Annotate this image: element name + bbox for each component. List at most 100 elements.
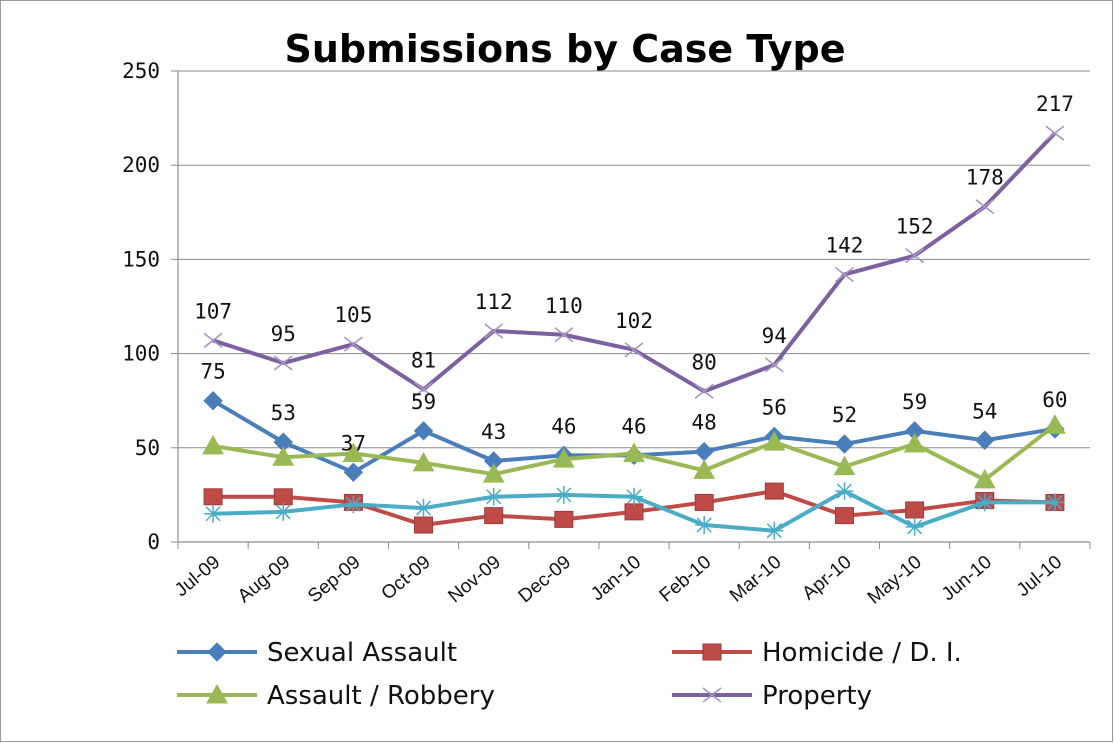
data-label: 152 — [896, 215, 934, 239]
data-point — [272, 446, 295, 466]
data-point — [484, 323, 504, 339]
data-label: 46 — [551, 414, 576, 438]
x-tick-label: Jun-10 — [938, 552, 996, 605]
legend-item: Assault / Robbery — [177, 681, 495, 711]
data-point — [1044, 414, 1066, 434]
data-label: 107 — [194, 299, 232, 323]
data-point — [624, 503, 644, 521]
series-property — [203, 125, 1065, 399]
data-point — [273, 488, 293, 506]
legend-label: Sexual Assault — [267, 638, 457, 668]
legend-label: Property — [762, 681, 872, 711]
x-tick-label: Mar-10 — [726, 552, 786, 607]
data-label: 37 — [341, 431, 366, 455]
x-tick-label: Sep-09 — [304, 552, 364, 607]
data-point — [833, 455, 856, 476]
series-group — [202, 125, 1066, 540]
data-point — [484, 487, 503, 506]
data-label: 53 — [271, 401, 296, 425]
x-tick-label: Apr-10 — [798, 552, 855, 605]
data-label: 46 — [621, 414, 646, 438]
data-point — [975, 493, 994, 512]
data-point — [693, 459, 716, 479]
data-point — [482, 463, 505, 483]
y-tick-label: 0 — [147, 530, 160, 554]
gridlines — [178, 70, 1090, 449]
data-point — [554, 510, 574, 528]
data-point — [835, 482, 854, 501]
data-point — [414, 499, 433, 518]
data-point — [274, 502, 293, 521]
data-label: 43 — [481, 420, 506, 444]
legend-item: Sexual Assault — [177, 638, 457, 668]
data-label: 81 — [411, 348, 436, 372]
data-point — [554, 327, 574, 343]
data-point — [765, 521, 784, 540]
y-axis-ticks: 0 50 100 150 200 250 — [122, 59, 160, 554]
x-tick-label: Oct-09 — [378, 552, 435, 605]
data-point — [695, 516, 714, 535]
data-label: 52 — [832, 403, 857, 427]
data-label: 112 — [475, 290, 513, 314]
y-tick-label: 200 — [122, 153, 160, 177]
data-point — [834, 266, 854, 283]
y-tick-label: 150 — [122, 247, 160, 271]
data-label: 178 — [966, 166, 1004, 190]
data-point — [623, 442, 645, 462]
data-point — [342, 442, 365, 462]
data-label: 48 — [692, 411, 717, 435]
y-tick-label: 100 — [122, 342, 160, 366]
data-label: 80 — [692, 350, 717, 374]
x-tick-label: Nov-09 — [444, 552, 504, 607]
data-point — [764, 357, 784, 373]
x-tick-label: Feb-10 — [656, 552, 716, 607]
data-point — [905, 501, 925, 519]
data-point — [203, 332, 223, 349]
data-label: 60 — [1042, 388, 1067, 412]
y-tick-label: 250 — [122, 59, 160, 83]
data-point — [413, 421, 434, 441]
data-point — [702, 687, 722, 703]
data-label: 217 — [1036, 92, 1074, 116]
data-point — [1045, 493, 1064, 512]
data-point — [1045, 125, 1065, 141]
data-point — [554, 485, 573, 504]
x-tick-label: Aug-09 — [234, 552, 294, 607]
data-point — [204, 504, 223, 523]
data-point — [414, 381, 434, 398]
data-point — [412, 451, 435, 472]
data-point — [905, 248, 925, 264]
data-point — [206, 683, 228, 704]
series-unnamed-3 — [204, 482, 1064, 540]
data-point — [834, 434, 855, 454]
data-point — [763, 431, 786, 451]
data-point — [694, 441, 714, 462]
data-point — [702, 643, 722, 661]
data-point — [625, 487, 643, 506]
data-label: 75 — [200, 360, 225, 384]
y-tick-label: 50 — [135, 436, 160, 460]
data-point — [552, 448, 575, 468]
data-point — [414, 516, 434, 534]
data-label: 105 — [334, 303, 372, 327]
data-label: 59 — [902, 390, 927, 414]
data-label: 59 — [411, 390, 436, 414]
legend-item: Homicide / D. I. — [672, 638, 962, 668]
data-point — [343, 462, 364, 482]
chart-title: Submissions by Case Type — [284, 27, 845, 71]
data-point — [975, 430, 995, 450]
data-label: 142 — [825, 233, 863, 257]
x-tick-label: Dec-09 — [515, 552, 575, 607]
data-label: 54 — [972, 399, 997, 423]
legend: Sexual Assault Homicide / D. I. Assault / … — [177, 638, 962, 711]
data-point — [834, 507, 854, 525]
data-point — [694, 493, 714, 511]
series-assault-robbery — [202, 414, 1066, 489]
data-point — [203, 390, 223, 411]
data-point — [905, 517, 924, 536]
data-label: 95 — [271, 322, 296, 346]
legend-label: Assault / Robbery — [267, 681, 495, 711]
data-point — [202, 434, 224, 455]
